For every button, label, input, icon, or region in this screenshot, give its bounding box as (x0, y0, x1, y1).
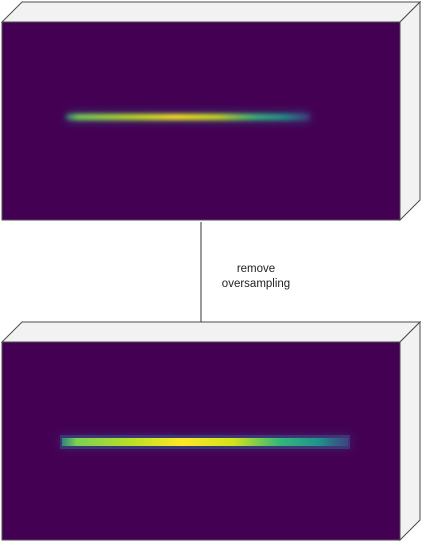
volume-side-face (399, 0, 421, 222)
volume-side-face (399, 320, 421, 542)
arrow-label-line-1: remove (236, 263, 276, 275)
arrow-label: remove oversampling (206, 262, 306, 292)
volume-top-face (0, 1, 421, 23)
signal-line (66, 114, 310, 120)
volume-top-face (0, 321, 421, 343)
arrow-label-line-2: oversampling (221, 278, 291, 290)
signal-line (62, 438, 348, 446)
downsampled-volume (0, 320, 421, 542)
oversampled-volume (0, 0, 421, 222)
